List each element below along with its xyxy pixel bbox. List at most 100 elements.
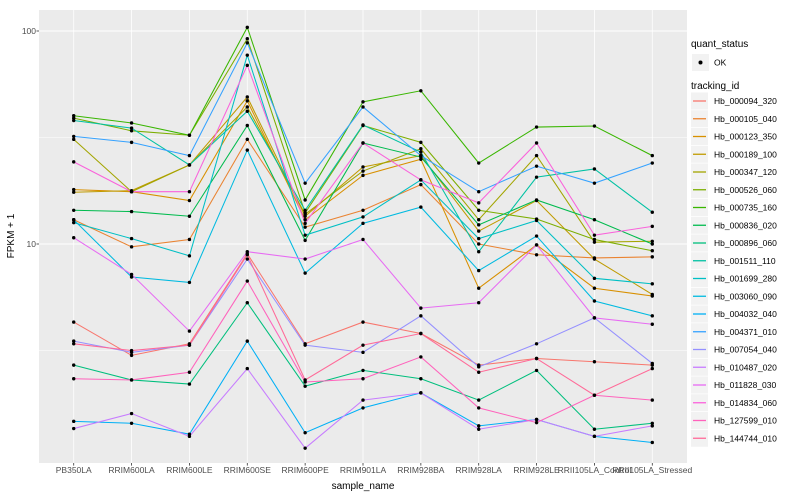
data-point xyxy=(419,377,423,381)
data-point xyxy=(534,141,539,145)
data-point xyxy=(303,271,307,275)
legend-item-label: Hb_000347_120 xyxy=(714,167,777,177)
data-point xyxy=(361,320,365,324)
legend-item-label: Hb_144744_010 xyxy=(714,433,777,443)
data-point xyxy=(534,342,539,346)
legend-item-label: Hb_000105_040 xyxy=(714,114,777,124)
data-point xyxy=(361,343,365,347)
data-point xyxy=(592,124,597,128)
data-point xyxy=(419,140,423,145)
x-tick-label-RRII105LA_Stressed: RRII105LA_Stressed xyxy=(612,465,692,475)
data-point xyxy=(419,178,423,182)
legend-item-Hb_000123_350: Hb_000123_350 xyxy=(691,128,777,145)
data-point xyxy=(419,314,423,318)
data-point xyxy=(650,421,654,425)
data-point xyxy=(303,257,307,261)
data-point xyxy=(72,137,76,142)
x-axis: PB350LA RRIM600LA RRIM600LE RRIM600SE RRIM60… xyxy=(56,465,693,475)
data-point xyxy=(303,211,307,215)
data-point xyxy=(534,368,539,373)
data-point xyxy=(72,134,76,139)
data-point xyxy=(129,190,134,194)
data-point xyxy=(245,137,249,142)
legend-item-Hb_000094_320: Hb_000094_320 xyxy=(691,92,777,110)
data-point xyxy=(72,190,76,194)
data-point xyxy=(245,53,249,57)
data-point xyxy=(361,105,365,109)
data-point xyxy=(419,355,423,359)
legend-item-Hb_000836_020: Hb_000836_020 xyxy=(691,216,777,234)
data-point xyxy=(477,398,481,402)
data-point xyxy=(245,123,249,128)
data-point xyxy=(72,342,76,346)
x-tick-label-RRIM600PE: RRIM600PE xyxy=(282,465,330,475)
data-point xyxy=(245,25,249,30)
data-point xyxy=(72,220,76,225)
data-point xyxy=(245,63,249,68)
data-point xyxy=(72,187,76,192)
x-tick-label-RRIM928LA: RRIM928LA xyxy=(456,465,503,475)
data-point xyxy=(419,147,423,151)
data-point xyxy=(650,249,654,253)
data-point xyxy=(592,167,597,171)
legend-item-label: Hb_014834_060 xyxy=(714,398,777,408)
legend-item-label: Hb_000123_350 xyxy=(714,132,777,142)
data-point xyxy=(361,215,365,219)
data-point xyxy=(592,276,597,281)
data-point xyxy=(477,268,481,273)
data-point xyxy=(187,329,192,333)
legend-item-label: Hb_000896_060 xyxy=(714,238,777,248)
data-point xyxy=(303,384,307,388)
data-point xyxy=(303,446,307,450)
legend-tracking-id-items: Hb_000094_320 Hb_000105_040 Hb_000123_350 H… xyxy=(691,92,777,447)
data-point xyxy=(592,237,597,242)
data-point xyxy=(245,250,249,254)
legend-item-label: Hb_001699_280 xyxy=(714,274,777,284)
legend-quant-status-title: quant_status xyxy=(691,39,748,50)
data-point xyxy=(129,378,134,382)
data-point xyxy=(419,153,423,158)
data-point xyxy=(650,361,654,366)
data-point xyxy=(129,126,134,130)
legend-item-label: Hb_001511_110 xyxy=(714,256,776,266)
data-point xyxy=(650,161,654,165)
data-point xyxy=(187,153,192,158)
data-point xyxy=(129,236,134,241)
data-point xyxy=(129,245,134,249)
data-point xyxy=(361,237,365,242)
data-point xyxy=(534,356,539,361)
data-point xyxy=(650,224,654,229)
legend-item-Hb_003060_090: Hb_003060_090 xyxy=(691,287,777,305)
data-point xyxy=(361,123,365,127)
data-point xyxy=(650,322,654,326)
data-point xyxy=(187,370,192,374)
data-point xyxy=(477,286,481,290)
data-point xyxy=(303,378,307,382)
data-point xyxy=(129,121,134,125)
data-point xyxy=(187,133,192,137)
data-point xyxy=(592,218,597,222)
data-point xyxy=(650,366,654,371)
data-point xyxy=(477,406,481,410)
data-point xyxy=(361,377,365,381)
data-point xyxy=(187,237,192,242)
x-tick-label-PB350LA: PB350LA xyxy=(56,465,92,475)
data-point xyxy=(650,292,654,297)
data-point xyxy=(245,95,249,99)
data-point xyxy=(303,225,307,229)
legend-item-Hb_000735_160: Hb_000735_160 xyxy=(691,199,777,216)
legend: quant_status OK tracking_id Hb_000094_32… xyxy=(691,39,777,447)
legend-item-Hb_144744_010: Hb_144744_010 xyxy=(691,429,777,447)
data-point xyxy=(477,424,481,428)
data-point xyxy=(72,118,76,123)
data-point xyxy=(72,114,76,118)
data-point xyxy=(129,209,134,214)
data-point xyxy=(129,140,134,145)
y-tick-label-100: 100 xyxy=(22,26,36,36)
legend-item-Hb_004032_040: Hb_004032_040 xyxy=(691,305,777,323)
x-tick-label-RRII105LA_Control: RRII105LA_Control xyxy=(558,465,632,475)
data-point xyxy=(419,306,423,310)
data-point xyxy=(129,421,134,425)
